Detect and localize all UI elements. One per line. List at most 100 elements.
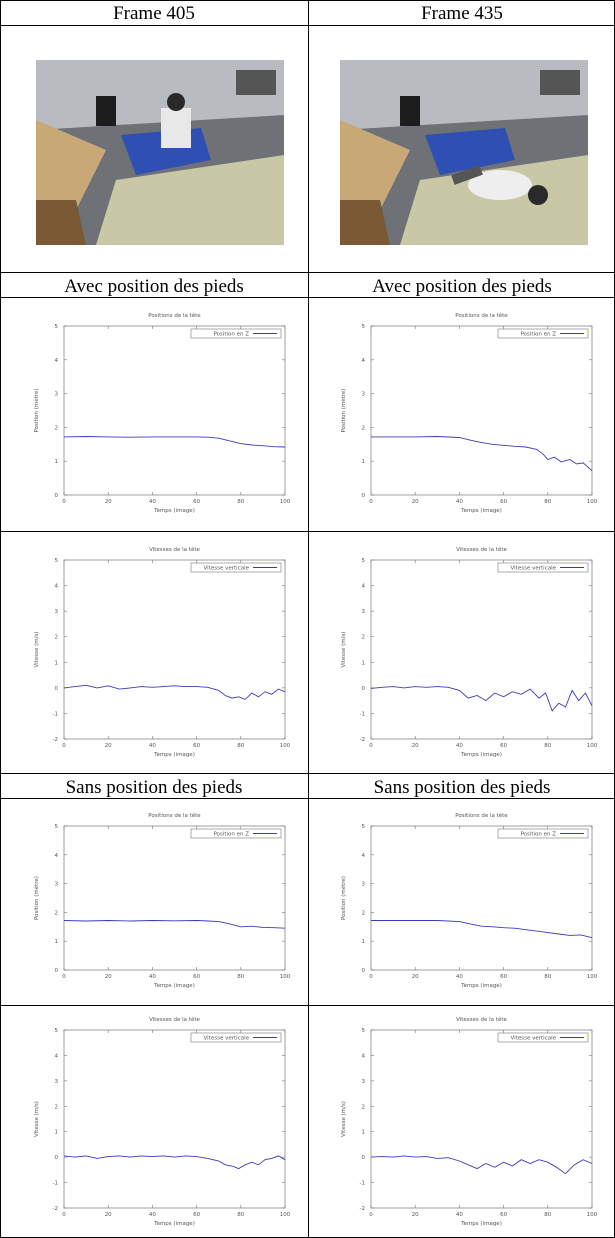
legend-label: Position en Z xyxy=(213,832,249,838)
y-tick-label: 4 xyxy=(362,584,366,590)
y-tick-label: 5 xyxy=(55,324,59,330)
chart-avec-position-405: Positions de la tête 0 20 40 60 80 100 0 1 2 3 4 5 Te… xyxy=(33,312,291,514)
legend-box xyxy=(497,328,589,339)
plot-frame xyxy=(370,1029,593,1209)
x-tick-label: 60 xyxy=(193,1212,200,1218)
legend-label: Vitesse verticale xyxy=(204,566,250,572)
x-tick-label: 40 xyxy=(149,974,156,980)
x-axis-label: Temps (image) xyxy=(153,752,195,758)
plot-frame xyxy=(370,325,593,496)
x-tick-label: 20 xyxy=(105,499,112,505)
x-tick-label: 40 xyxy=(149,743,156,749)
series-line xyxy=(370,1155,593,1175)
y-axis-label: Vitesse (m/s) xyxy=(34,1101,40,1137)
chart-title: Positions de la tête xyxy=(455,812,508,819)
x-tick-label: 80 xyxy=(237,1212,244,1218)
y-tick-label: 3 xyxy=(55,609,59,615)
x-tick-label: 20 xyxy=(105,974,112,980)
x-tick-label: 0 xyxy=(369,1212,373,1218)
series-line xyxy=(371,436,593,472)
y-tick-label: 5 xyxy=(55,824,59,830)
x-tick-label: 100 xyxy=(587,499,598,505)
legend-label: Position en Z xyxy=(213,332,249,338)
y-tick-label: -1 xyxy=(53,711,58,717)
series-line xyxy=(63,1155,286,1170)
y-axis-label: Position (mètre) xyxy=(340,876,347,920)
y-tick-label: 0 xyxy=(55,493,59,499)
header-sans-435: Sans position des pieds xyxy=(373,777,551,798)
legend-box xyxy=(497,1032,589,1043)
x-tick-label: 60 xyxy=(193,499,200,505)
y-tick-label: 3 xyxy=(362,1079,366,1085)
y-tick-label: 2 xyxy=(362,425,366,431)
x-axis-label: Temps (image) xyxy=(460,1221,502,1227)
y-tick-label: 0 xyxy=(55,968,59,974)
x-axis-label: Temps (image) xyxy=(153,508,195,514)
y-tick-label: 3 xyxy=(362,882,366,888)
y-tick-label: 1 xyxy=(362,660,366,666)
y-tick-label: 4 xyxy=(362,1053,366,1059)
y-axis-label: Vitesse (m/s) xyxy=(341,1101,347,1137)
row-divider xyxy=(1,297,614,298)
row-divider xyxy=(1,798,614,799)
y-axis-label: Vitesse (m/s) xyxy=(34,632,40,668)
legend-box xyxy=(190,562,282,573)
legend-box xyxy=(497,562,589,573)
chart-sans-position-435: Positions de la tête 0 20 40 60 80 100 0 1 2 3 4 5 Te… xyxy=(340,812,598,989)
x-tick-label: 80 xyxy=(544,1212,551,1218)
y-tick-label: 2 xyxy=(362,910,366,916)
chart-title: Vitesses de la tête xyxy=(149,1016,200,1023)
y-tick-label: -2 xyxy=(360,737,365,743)
series-line xyxy=(370,686,593,712)
x-tick-label: 0 xyxy=(62,1212,66,1218)
chart-title: Vitesses de la tête xyxy=(456,546,507,553)
chart-sans-vitesse-435: Vitesses de la tête 0 20 40 60 80 100 -2 -1 0 1 2 3 4… xyxy=(341,1016,598,1227)
header-avec-405: Avec position des pieds xyxy=(64,276,244,297)
y-tick-label: -2 xyxy=(53,1206,58,1212)
x-axis-label: Temps (image) xyxy=(153,983,195,989)
chart-title: Vitesses de la tête xyxy=(149,546,200,553)
x-tick-label: 100 xyxy=(280,743,291,749)
x-tick-label: 20 xyxy=(105,743,112,749)
y-tick-label: 3 xyxy=(55,1079,59,1085)
plot-frame xyxy=(370,825,593,971)
y-tick-label: 1 xyxy=(362,1130,366,1136)
y-tick-label: 5 xyxy=(55,1028,59,1034)
chart-title: Vitesses de la tête xyxy=(456,1016,507,1023)
series-line xyxy=(371,920,593,939)
y-tick-label: 4 xyxy=(362,358,366,364)
y-tick-label: 1 xyxy=(55,939,59,945)
x-tick-label: 60 xyxy=(500,499,507,505)
x-tick-label: 0 xyxy=(369,974,373,980)
y-tick-label: 4 xyxy=(55,1053,59,1059)
x-tick-label: 100 xyxy=(587,743,598,749)
y-tick-label: 3 xyxy=(362,609,366,615)
y-tick-label: 4 xyxy=(55,584,59,590)
chart-title: Positions de la tête xyxy=(148,312,201,319)
y-tick-label: 0 xyxy=(362,686,366,692)
x-tick-label: 80 xyxy=(237,743,244,749)
y-tick-label: 0 xyxy=(362,1155,366,1161)
chart-avec-vitesse-405: Vitesses de la tête 0 20 40 60 80 100 -2 -1 0 1 2 3 4… xyxy=(34,546,291,758)
plot-frame xyxy=(370,559,593,740)
y-tick-label: 2 xyxy=(362,1104,366,1110)
x-axis-label: Temps (image) xyxy=(460,983,502,989)
x-tick-label: 60 xyxy=(500,1212,507,1218)
x-tick-label: 80 xyxy=(544,743,551,749)
y-tick-label: 1 xyxy=(362,939,366,945)
y-tick-label: 0 xyxy=(362,968,366,974)
x-axis-label: Temps (image) xyxy=(460,752,502,758)
y-tick-label: 0 xyxy=(55,1155,59,1161)
x-tick-label: 100 xyxy=(587,1212,598,1218)
x-axis-label: Temps (image) xyxy=(460,508,502,514)
y-axis-label: Position (mètre) xyxy=(340,389,347,433)
y-tick-label: 2 xyxy=(55,635,59,641)
y-tick-label: 1 xyxy=(362,459,366,465)
y-tick-label: 5 xyxy=(362,824,366,830)
plot-frame xyxy=(63,1029,286,1209)
y-tick-label: -1 xyxy=(53,1181,58,1187)
legend-box xyxy=(190,328,282,339)
legend-box xyxy=(190,1032,282,1043)
chart-title: Positions de la tête xyxy=(148,812,201,819)
